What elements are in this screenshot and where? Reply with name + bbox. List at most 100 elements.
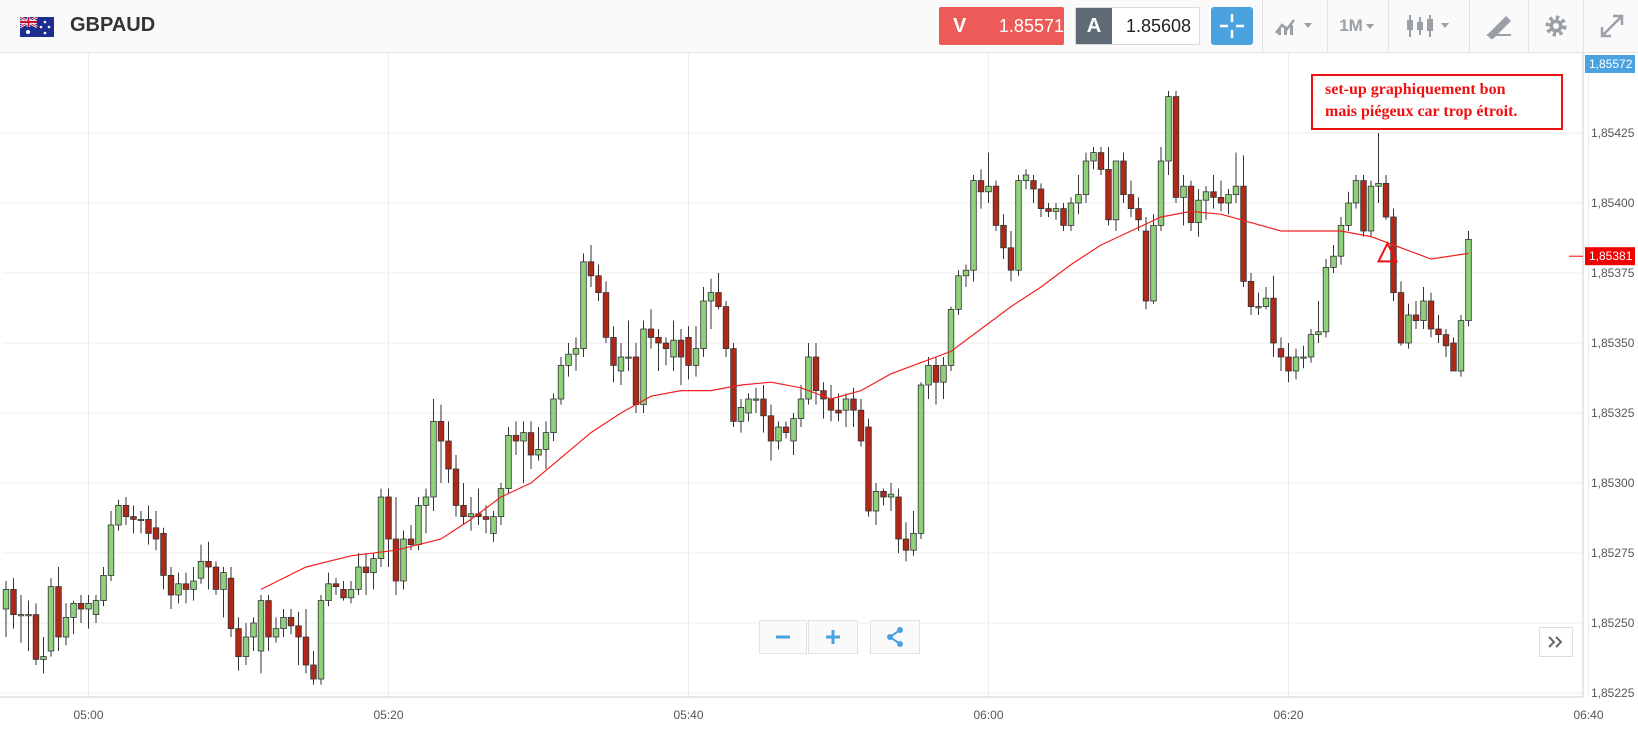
- gear-icon: [1545, 15, 1567, 37]
- candle: [977, 169, 985, 209]
- candle-body: [400, 538, 407, 582]
- candle-body: [895, 496, 902, 540]
- candle: [595, 264, 602, 301]
- chart-type-button[interactable]: [1262, 0, 1327, 52]
- candle-body: [1397, 292, 1405, 344]
- candle: [10, 578, 17, 629]
- candle-body: [1442, 334, 1450, 347]
- candle-body: [752, 398, 760, 401]
- candle-body: [947, 308, 955, 366]
- zoom-in-button[interactable]: [808, 620, 858, 654]
- candle: [137, 511, 145, 534]
- candle-body: [1360, 180, 1367, 232]
- candle-body: [242, 636, 250, 658]
- candle-body: [1045, 208, 1052, 212]
- candle: [272, 617, 280, 643]
- candle-body: [677, 339, 685, 358]
- candle: [1172, 91, 1180, 203]
- candle-body: [235, 628, 242, 657]
- drawing-tools-button[interactable]: [1469, 0, 1528, 52]
- candle: [265, 595, 272, 651]
- candle: [1435, 315, 1442, 343]
- candle-body: [1277, 348, 1285, 358]
- candle: [430, 399, 437, 511]
- candle-body: [1037, 188, 1045, 210]
- candle-body: [737, 406, 745, 422]
- scroll-to-latest-button[interactable]: [1539, 627, 1573, 657]
- candle-body: [197, 560, 205, 579]
- candle-body: [572, 348, 580, 355]
- settings-button[interactable]: [1528, 0, 1583, 52]
- candle-body: [1420, 300, 1427, 322]
- candle: [1202, 186, 1210, 220]
- candle: [655, 329, 662, 371]
- candle-body: [1412, 314, 1420, 321]
- minus-icon: [776, 635, 790, 639]
- candle-body: [602, 292, 610, 338]
- candle: [550, 393, 557, 441]
- candle-body: [820, 390, 827, 400]
- candle-body: [850, 398, 857, 411]
- buy-button[interactable]: A 1.85608: [1075, 7, 1200, 45]
- candle-body: [557, 364, 565, 400]
- candle: [685, 326, 692, 380]
- candle: [572, 337, 580, 371]
- zoom-out-button[interactable]: [759, 620, 807, 654]
- candle-body: [392, 538, 400, 582]
- candle: [257, 595, 265, 674]
- candle: [490, 511, 497, 542]
- candle-body: [1142, 230, 1150, 302]
- candle: [842, 393, 850, 427]
- candle: [557, 357, 565, 405]
- candle: [505, 427, 512, 495]
- candle: [662, 337, 670, 366]
- candle-body: [1202, 191, 1210, 201]
- candle: [1337, 217, 1345, 265]
- share-button[interactable]: [870, 620, 920, 654]
- candle: [985, 152, 992, 203]
- candle-body: [10, 589, 17, 616]
- timeframe-select[interactable]: 1M: [1327, 0, 1388, 52]
- candle: [1247, 273, 1255, 315]
- candle: [47, 578, 55, 657]
- candle: [152, 511, 160, 551]
- candle-body: [505, 434, 512, 489]
- candle-body: [182, 583, 190, 590]
- candle-body: [722, 306, 730, 350]
- candle-body: [880, 490, 887, 498]
- candle: [250, 617, 257, 651]
- candle: [1120, 152, 1127, 203]
- candle: [1112, 160, 1120, 231]
- candle-body: [925, 364, 932, 386]
- sell-price: 1.85571: [998, 15, 1064, 36]
- candle-body: [707, 292, 715, 302]
- price-chart[interactable]: 05:0005:2005:4006:0006:2006:4007:0007:20…: [0, 53, 1638, 729]
- sell-button[interactable]: V 1.85571: [939, 7, 1064, 45]
- candle: [940, 357, 947, 399]
- candle-style-button[interactable]: [1388, 0, 1469, 52]
- candle-body: [482, 516, 490, 520]
- candle-body: [1427, 300, 1435, 330]
- candle-body: [1270, 297, 1277, 344]
- y-tick-label: 1,85250: [1591, 616, 1635, 630]
- candle: [610, 326, 617, 383]
- candle-body: [317, 600, 325, 680]
- candle: [1300, 345, 1307, 369]
- candle-body: [1165, 96, 1172, 162]
- candle-body: [1075, 194, 1082, 204]
- candle: [925, 357, 932, 399]
- candle: [1292, 348, 1300, 380]
- candle-body: [1217, 196, 1225, 204]
- candle-body: [1210, 191, 1217, 198]
- candle: [1307, 329, 1315, 363]
- candle-body: [1352, 180, 1360, 204]
- candle: [1262, 287, 1270, 310]
- candle-body: [460, 504, 467, 517]
- fullscreen-button[interactable]: [1583, 0, 1638, 52]
- candle: [100, 567, 107, 607]
- crosshair-button[interactable]: [1211, 7, 1253, 45]
- candle-body: [610, 336, 617, 366]
- candle-body: [617, 356, 625, 372]
- candle: [40, 637, 47, 674]
- candle: [1450, 337, 1457, 372]
